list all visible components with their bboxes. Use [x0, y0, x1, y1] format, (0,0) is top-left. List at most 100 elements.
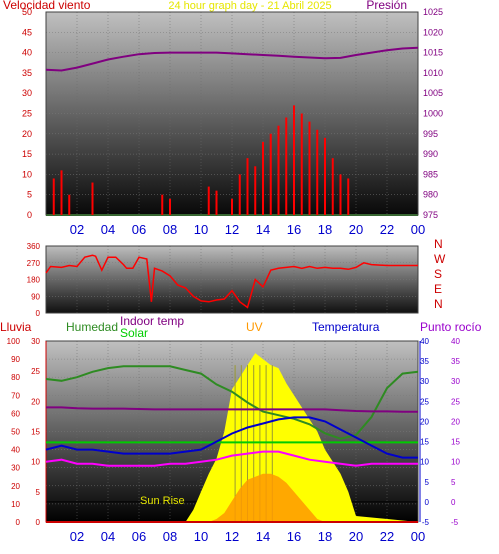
- humidity-label: Humedad: [66, 320, 118, 334]
- direction-y-tick: 360: [27, 242, 41, 251]
- compass-label: N: [434, 297, 443, 311]
- wind-y-tick: 45: [22, 27, 32, 37]
- dewpoint-label: Punto rocío: [420, 320, 482, 334]
- uv-y-tick: 10: [31, 458, 40, 467]
- temperature-label: Temperatura: [312, 320, 380, 334]
- wind-y-tick: 50: [22, 7, 32, 17]
- climate-x-tick: 18: [318, 529, 332, 544]
- wind-x-tick: 10: [194, 222, 208, 237]
- wind-y-tick: 10: [22, 169, 32, 179]
- rain-y-tick: 20: [11, 482, 20, 491]
- pressure-y-tick: 1010: [423, 68, 443, 78]
- wind-y-tick: 35: [22, 68, 32, 78]
- rain-y-tick: 80: [11, 373, 20, 382]
- compass-label: E: [434, 282, 442, 296]
- wind-speed-label: Velocidad viento: [3, 0, 91, 12]
- pressure-line: [45, 46, 419, 72]
- wind-x-tick: 14: [256, 222, 270, 237]
- wind-y-tick: 40: [22, 48, 32, 58]
- uv-y-tick: 25: [31, 367, 40, 376]
- pressure-y-tick: 975: [423, 210, 438, 220]
- indoor-temp-label: Indoor temp: [120, 314, 184, 328]
- chart-title: 24 hour graph day - 21 Abril 2025: [168, 0, 331, 12]
- dewpoint-y-tick: 40: [451, 337, 460, 346]
- climate-x-tick: 20: [349, 529, 363, 544]
- climate-x-tick: 02: [70, 529, 84, 544]
- wind-x-tick: 08: [163, 222, 177, 237]
- wind-x-tick: 16: [287, 222, 301, 237]
- wind-x-tick: 12: [225, 222, 239, 237]
- pressure-y-tick: 985: [423, 169, 438, 179]
- rain-y-tick: 60: [11, 409, 20, 418]
- solar-area: [46, 353, 418, 522]
- wind-y-tick: 15: [22, 149, 32, 159]
- climate-x-tick: 06: [132, 529, 146, 544]
- rain-y-tick: 70: [11, 391, 20, 400]
- wind-y-tick: 25: [22, 109, 32, 119]
- climate-x-tick: 10: [194, 529, 208, 544]
- dewpoint-y-tick: 20: [451, 417, 460, 426]
- temp-y-tick: 0: [425, 498, 430, 507]
- temp-y-tick: 35: [420, 357, 429, 366]
- wind-x-tick: 00: [411, 222, 425, 237]
- uv-y-tick: 5: [36, 488, 41, 497]
- temp-y-tick: 10: [420, 458, 429, 467]
- uv-y-tick: 20: [31, 397, 40, 406]
- direction-y-tick: 270: [27, 259, 41, 268]
- wind-y-tick: 5: [27, 190, 32, 200]
- dewpoint-y-tick: 10: [451, 458, 460, 467]
- rain-y-tick: 0: [16, 518, 21, 527]
- pressure-y-tick: 990: [423, 149, 438, 159]
- temp-y-tick: 30: [420, 377, 429, 386]
- uv-y-tick: 15: [31, 428, 40, 437]
- indoor-temp-line: [46, 406, 418, 413]
- climate-x-tick: 00: [411, 529, 425, 544]
- temp-y-tick: 25: [420, 397, 429, 406]
- pressure-y-tick: 1015: [423, 48, 443, 58]
- rain-y-tick: 10: [11, 500, 20, 509]
- direction-y-tick: 90: [31, 292, 40, 301]
- wind-x-tick: 06: [132, 222, 146, 237]
- climate-x-tick: 12: [225, 529, 239, 544]
- wind-y-tick: 20: [22, 129, 32, 139]
- uv-y-tick: 30: [31, 337, 40, 346]
- wind-y-tick: 30: [22, 88, 32, 98]
- humidity-line: [45, 365, 419, 440]
- temperature-line: [45, 416, 418, 459]
- pressure-y-tick: 1005: [423, 88, 443, 98]
- temp-y-tick: 5: [425, 478, 430, 487]
- wind-x-tick: 20: [349, 222, 363, 237]
- wind-x-tick: 18: [318, 222, 332, 237]
- compass-label: S: [434, 267, 442, 281]
- dewpoint-y-tick: 30: [451, 377, 460, 386]
- panel-border: [45, 245, 419, 314]
- wind-x-tick: 22: [380, 222, 394, 237]
- temp-y-tick: 15: [420, 438, 429, 447]
- direction-y-tick: 0: [36, 309, 41, 318]
- climate-x-tick: 08: [163, 529, 177, 544]
- temp-y-tick: -5: [422, 518, 430, 527]
- climate-x-tick: 14: [256, 529, 270, 544]
- climate-x-tick: 16: [287, 529, 301, 544]
- dewpoint-y-tick: 15: [451, 438, 460, 447]
- rain-y-tick: 40: [11, 446, 20, 455]
- pressure-label: Presión: [366, 0, 407, 12]
- sunrise-annotation: Sun Rise: [140, 495, 185, 507]
- temp-y-tick: 20: [420, 417, 429, 426]
- direction-y-tick: 180: [27, 276, 41, 285]
- wind-y-tick: 0: [27, 210, 32, 220]
- rain-y-tick: 100: [7, 337, 21, 346]
- wind-direction-line: [45, 254, 418, 309]
- climate-x-tick: 04: [101, 529, 115, 544]
- pressure-y-tick: 980: [423, 190, 438, 200]
- dewpoint-y-tick: 25: [451, 397, 460, 406]
- dewpoint-y-tick: 0: [451, 498, 456, 507]
- uv-label: UV: [246, 320, 263, 334]
- compass-label: N: [434, 237, 443, 251]
- rain-y-tick: 50: [11, 428, 20, 437]
- wind-x-tick: 04: [101, 222, 115, 237]
- rain-y-tick: 90: [11, 355, 20, 364]
- uv-y-tick: 0: [36, 518, 41, 527]
- temp-y-tick: 40: [420, 337, 429, 346]
- climate-x-tick: 22: [380, 529, 394, 544]
